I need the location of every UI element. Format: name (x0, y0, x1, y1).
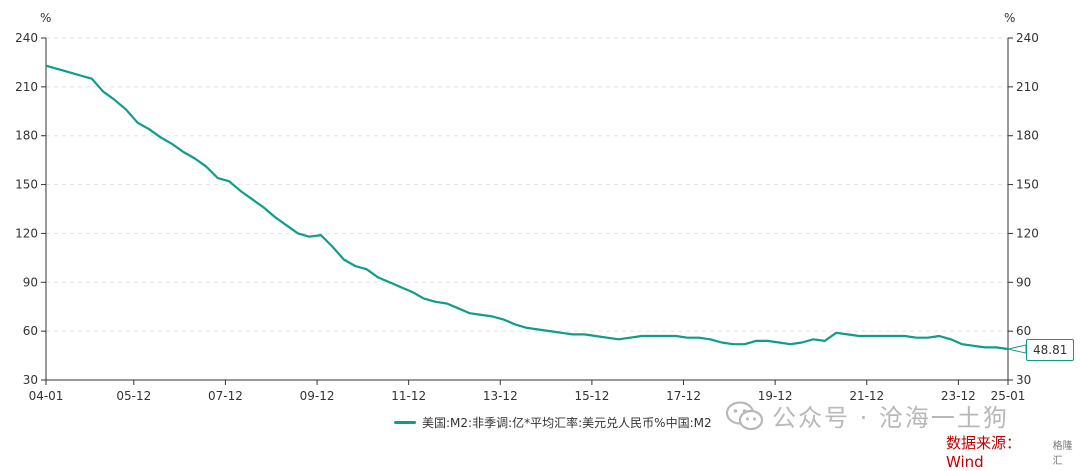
y-left-tick-label: 30 (23, 373, 38, 387)
x-tick-label: 07-12 (208, 389, 243, 403)
x-tick-label: 21-12 (849, 389, 884, 403)
chart-legend[interactable]: 美国:M2:非季调:亿*平均汇率:美元兑人民币%中国:M2 (394, 414, 712, 431)
x-tick-label: 15-12 (574, 389, 609, 403)
x-tick-label: 13-12 (483, 389, 518, 403)
y-axis-right-unit: % (1004, 11, 1015, 25)
legend-swatch (394, 421, 416, 424)
y-axis-left-unit: % (40, 11, 51, 25)
y-left-tick-label: 120 (15, 226, 38, 240)
y-left-tick-label: 240 (15, 31, 38, 45)
y-right-tick-label: 240 (1016, 31, 1039, 45)
x-tick-label: 09-12 (300, 389, 335, 403)
last-value-label: 48.81 (1026, 339, 1075, 361)
y-right-tick-label: 180 (1016, 129, 1039, 143)
y-right-tick-label: 210 (1016, 80, 1039, 94)
watermark-text: 公众号 · 沧海一土狗 (772, 404, 1009, 432)
y-right-tick-label: 30 (1016, 373, 1031, 387)
y-right-tick-label: 90 (1016, 275, 1031, 289)
y-axis-left-ticks: 30 60 90 120 150 180 210 240 (15, 31, 46, 387)
y-left-tick-label: 150 (15, 178, 38, 192)
source-text: 数据来源：Wind (946, 434, 1022, 471)
legend-label: 美国:M2:非季调:亿*平均汇率:美元兑人民币%中国:M2 (422, 416, 712, 430)
last-value-pointer (1007, 344, 1027, 354)
y-left-tick-label: 210 (15, 80, 38, 94)
y-right-tick-label: 150 (1016, 178, 1039, 192)
x-axis-ticks: 04-01 05-12 07-12 09-12 11-12 13-12 15-12 17-12… (29, 380, 1026, 403)
source-logo: 格隆汇 (1052, 440, 1073, 467)
data-source: 数据来源：Wind 格隆汇 (946, 432, 1080, 471)
y-left-tick-label: 60 (23, 324, 38, 338)
x-tick-label: 17-12 (666, 389, 701, 403)
chart-axes (45, 38, 1009, 381)
chart-grid (46, 37, 1008, 332)
x-tick-label: 05-12 (116, 389, 151, 403)
x-tick-label: 11-12 (391, 389, 426, 403)
watermark: 公众号 · 沧海一土狗 (725, 398, 1009, 433)
y-axis-right-ticks: 30 60 90 120 150 180 210 240 (1008, 31, 1039, 387)
y-right-tick-label: 60 (1016, 324, 1031, 338)
y-left-tick-label: 90 (23, 275, 38, 289)
y-right-tick-label: 120 (1016, 226, 1039, 240)
wechat-icon (725, 400, 764, 431)
x-tick-label: 19-12 (758, 389, 793, 403)
x-tick-label: 23-12 (941, 389, 976, 403)
y-left-tick-label: 180 (15, 129, 38, 143)
x-tick-label: 04-01 (29, 389, 64, 403)
x-tick-label: 25-01 (991, 389, 1026, 403)
series-layer (45, 64, 1027, 354)
series-line-0 (45, 64, 1009, 351)
